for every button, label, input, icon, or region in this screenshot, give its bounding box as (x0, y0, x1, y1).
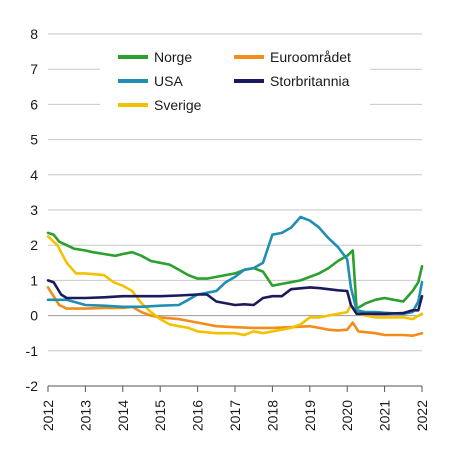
x-axis-tick-labels: 2012 2013 2014 2015 2016 2017 2018 2019 2020 2021… (40, 386, 430, 431)
x-tick-label: 2014 (115, 400, 131, 431)
y-tick-label: -2 (26, 378, 39, 394)
y-axis-tick-labels: -2 -1 0 1 2 3 4 5 6 7 8 (26, 26, 39, 394)
x-tick-label: 2021 (377, 400, 393, 431)
x-tick-label: 2022 (414, 400, 430, 431)
legend-label-sverige: Sverige (154, 97, 202, 113)
series-line-norge (46, 231, 424, 310)
x-tick-label: 2013 (77, 400, 93, 431)
y-tick-label: 3 (30, 202, 38, 218)
series-line-usa (46, 215, 424, 316)
y-tick-label: 2 (30, 237, 38, 253)
legend-label-usa: USA (154, 73, 183, 89)
series-line-storbritannia (46, 279, 424, 316)
y-tick-label: 4 (30, 167, 38, 183)
x-tick-label: 2015 (152, 400, 168, 431)
legend-label-storbritannia: Storbritannia (270, 73, 350, 89)
y-tick-label: 6 (30, 96, 38, 112)
legend: Norge USA Sverige Euroområdet Storbritannia (118, 49, 351, 113)
x-tick-label: 2012 (40, 400, 56, 431)
y-tick-label: 5 (30, 132, 38, 148)
y-tick-label: 1 (30, 272, 38, 288)
y-tick-label: 7 (30, 61, 38, 77)
series-line-euroområdet (46, 286, 424, 337)
x-tick-label: 2017 (227, 400, 243, 431)
legend-label-norge: Norge (154, 49, 192, 65)
y-tick-label: -1 (26, 343, 39, 359)
series-lines (46, 215, 424, 337)
y-tick-label: 8 (30, 26, 38, 42)
x-tick-label: 2016 (190, 400, 206, 431)
x-tick-label: 2018 (264, 400, 280, 431)
y-tick-label: 0 (30, 308, 38, 324)
x-tick-label: 2020 (339, 400, 355, 431)
x-tick-label: 2019 (302, 400, 318, 431)
legend-label-euroområdet: Euroområdet (270, 49, 351, 65)
series-line-sverige (46, 235, 424, 337)
